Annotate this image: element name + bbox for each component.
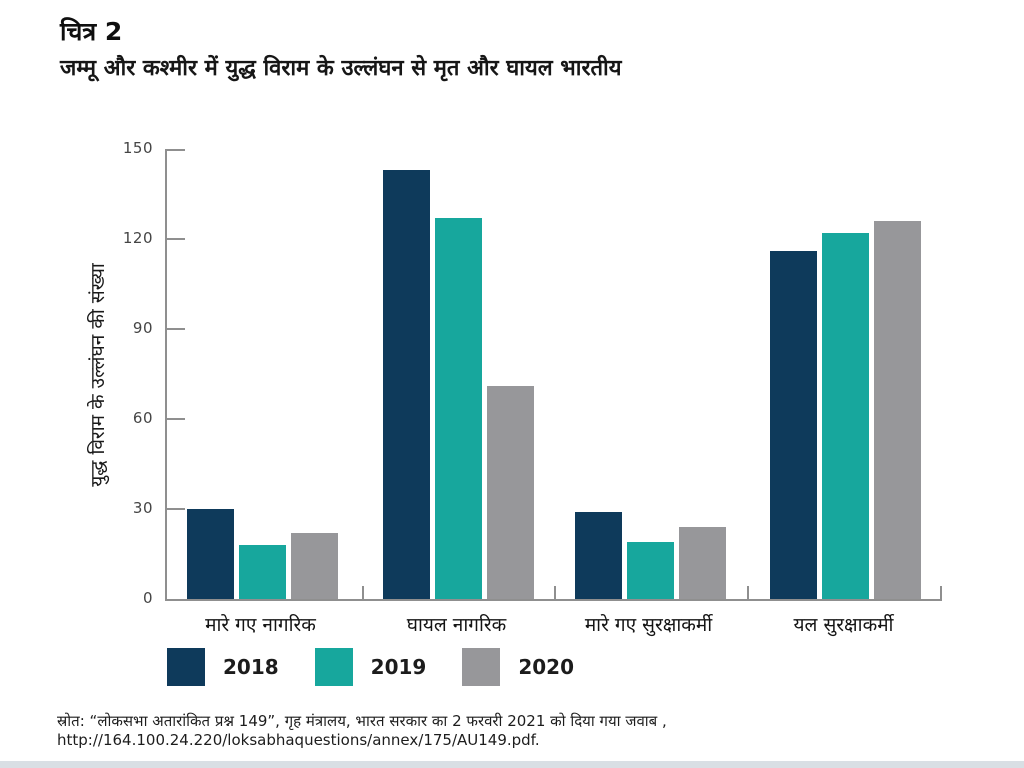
x-tick-mark (940, 586, 942, 599)
bar-2019 (435, 218, 482, 599)
bar-2019 (627, 542, 674, 599)
legend-swatch (314, 648, 353, 686)
y-tick-label: 0 (142, 589, 153, 607)
bar-2020 (291, 533, 338, 599)
bar-2020 (487, 386, 534, 599)
bar-2018 (187, 509, 234, 599)
bar-2019 (822, 233, 869, 599)
y-tick-label: 60 (132, 409, 153, 427)
x-category-label: घायल नागरिक (406, 614, 507, 636)
y-tick-label: 90 (132, 319, 153, 337)
bar-2018 (575, 512, 622, 599)
legend-item-2020: 2020 (462, 648, 574, 686)
legend-label: 2019 (370, 655, 427, 679)
bar-2020 (874, 221, 921, 599)
bar-2019 (239, 545, 286, 599)
x-category-label: मारे गए नागरिक (205, 614, 316, 636)
legend-label: 2018 (223, 655, 279, 679)
source-note: स्रोत: “लोकसभा अतारांकित प्रश्न 149”, गृ… (57, 712, 667, 750)
x-tick-mark (362, 586, 364, 599)
y-tick-mark (167, 508, 185, 510)
bottom-strip (0, 761, 1024, 768)
source-line-1: स्रोत: “लोकसभा अतारांकित प्रश्न 149”, गृ… (57, 712, 667, 730)
figure-label: चित्र 2 (60, 17, 123, 46)
y-axis-label: युद्ध विराम के उल्लंघन की संख्या (87, 263, 109, 487)
legend-item-2018: 2018 (167, 648, 279, 686)
source-line-2: http://164.100.24.220/loksabhaquestions/… (57, 731, 540, 750)
y-tick-mark (167, 149, 185, 151)
legend-label: 2020 (518, 655, 575, 679)
legend-swatch (462, 648, 501, 686)
legend: 2018 2019 2020 (167, 648, 574, 686)
plot-area: 0 30 60 90 120 150 (123, 139, 942, 607)
y-tick-label: 30 (132, 499, 153, 517)
x-tick-mark (747, 586, 749, 599)
x-category-label: यल सुरक्षाकर्मी (793, 614, 894, 636)
y-tick-label: 120 (122, 229, 153, 247)
bar-2018 (383, 170, 430, 599)
x-category-label: मारे गए सुरक्षाकर्मी (584, 614, 713, 636)
legend-item-2019: 2019 (314, 648, 427, 686)
y-tick-mark (167, 418, 185, 420)
bar-2018 (770, 251, 817, 599)
x-tick-mark (554, 586, 556, 599)
y-tick-mark (167, 328, 185, 330)
figure-title: जम्मू और कश्मीर में युद्ध विराम के उल्लं… (60, 56, 622, 81)
bar-2020 (679, 527, 726, 599)
y-tick-label: 150 (122, 139, 153, 157)
legend-swatch (167, 648, 205, 686)
y-tick-mark (167, 238, 185, 240)
